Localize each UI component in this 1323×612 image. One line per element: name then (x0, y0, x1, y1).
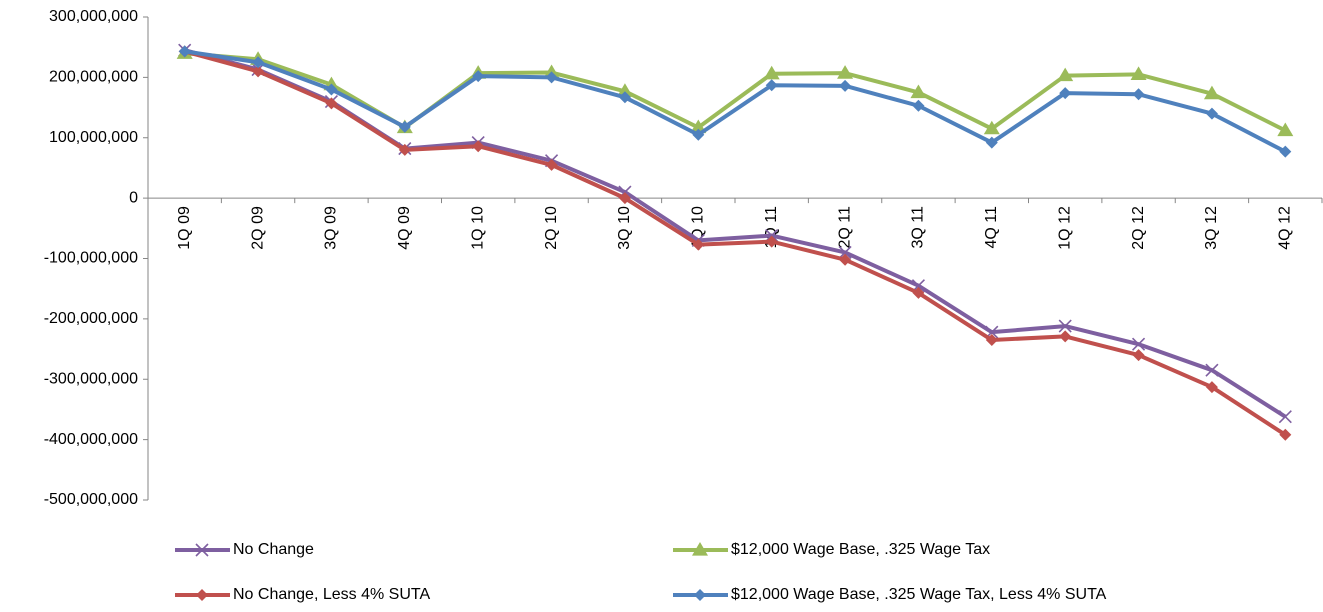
marker (1203, 85, 1220, 100)
marker (398, 120, 411, 133)
marker (763, 65, 780, 80)
series-line (184, 51, 1287, 133)
marker (1278, 410, 1292, 424)
marker (765, 235, 778, 248)
marker (618, 192, 631, 205)
marker (912, 286, 925, 299)
marker (252, 56, 265, 69)
marker (912, 99, 925, 112)
marker (178, 45, 191, 58)
marker (1205, 363, 1219, 377)
y-tick-label: 300,000,000 (49, 8, 138, 25)
marker (1205, 381, 1218, 394)
marker (543, 64, 560, 79)
x-tick-label: 4Q 09 (396, 206, 413, 250)
marker (618, 91, 631, 104)
marker (692, 238, 705, 251)
legend-label: $12,000 Wage Base, .325 Wage Tax (731, 541, 990, 558)
marker (398, 143, 411, 156)
legend-label: No Change, Less 4% SUTA (233, 586, 430, 603)
series-line (184, 49, 1287, 437)
marker (1205, 107, 1218, 120)
x-tick-label: 2Q 12 (1130, 206, 1147, 250)
y-tick-label: -400,000,000 (44, 431, 138, 448)
marker (325, 83, 338, 96)
x-tick-label: 2Q 09 (249, 206, 266, 250)
marker (838, 245, 852, 260)
marker (1059, 330, 1072, 343)
legend-item: No Change, Less 4% SUTA (175, 586, 430, 603)
legend-item: No Change (175, 541, 314, 558)
y-tick-label: 100,000,000 (49, 129, 138, 146)
x-tick-label: 4Q 12 (1277, 206, 1294, 250)
marker (472, 140, 485, 153)
series-line (184, 48, 1287, 419)
marker (1059, 87, 1072, 100)
x-tick-label: 1Q 09 (176, 206, 193, 250)
y-tick-label: -300,000,000 (44, 370, 138, 387)
marker (545, 71, 558, 84)
marker (1132, 349, 1145, 362)
x-tick-label: 2Q 10 (543, 206, 560, 250)
marker (1132, 88, 1145, 101)
legend-item: $12,000 Wage Base, .325 Wage Tax (673, 541, 990, 558)
marker (1279, 145, 1292, 158)
x-tick-label: 2Q 11 (836, 206, 853, 249)
marker (1279, 428, 1292, 441)
marker (765, 228, 779, 243)
y-tick-label: -100,000,000 (44, 250, 138, 267)
marker (325, 97, 338, 110)
marker (195, 543, 209, 557)
legend-label: $12,000 Wage Base, .325 Wage Tax, Less 4… (731, 586, 1107, 603)
x-tick-label: 1Q 12 (1056, 206, 1073, 250)
legend-item: $12,000 Wage Base, .325 Wage Tax, Less 4… (673, 586, 1107, 603)
y-tick-label: 0 (129, 189, 138, 206)
marker (765, 79, 778, 92)
x-tick-label: 3Q 12 (1203, 206, 1220, 250)
marker (1130, 66, 1147, 80)
marker (692, 128, 705, 141)
marker (839, 79, 852, 92)
x-tick-label: 3Q 10 (616, 206, 633, 250)
series (178, 45, 1292, 158)
marker (1057, 67, 1074, 82)
marker (1277, 122, 1294, 137)
y-tick-label: -500,000,000 (44, 491, 138, 508)
marker (985, 136, 998, 149)
marker (196, 589, 208, 601)
marker (839, 253, 852, 266)
marker (694, 589, 706, 601)
marker (472, 70, 485, 83)
marker (252, 65, 265, 78)
marker (837, 65, 854, 79)
series-line (184, 49, 1287, 154)
y-tick-label: 200,000,000 (49, 69, 138, 86)
x-tick-label: 3Q 09 (323, 206, 340, 250)
marker (545, 158, 558, 171)
legend-label: No Change (233, 541, 314, 558)
series (178, 45, 1292, 441)
series (176, 45, 1294, 137)
y-tick-label: -200,000,000 (44, 310, 138, 327)
marker (1131, 337, 1146, 351)
x-tick-label: 3Q 11 (910, 206, 927, 249)
marker (1058, 319, 1072, 333)
marker (692, 542, 708, 556)
marker (983, 120, 1000, 135)
marker (616, 83, 633, 97)
x-tick-label: 4Q 11 (983, 206, 1000, 249)
marker (910, 84, 927, 99)
x-tick-label: 1Q 10 (469, 206, 486, 250)
marker (985, 334, 998, 347)
